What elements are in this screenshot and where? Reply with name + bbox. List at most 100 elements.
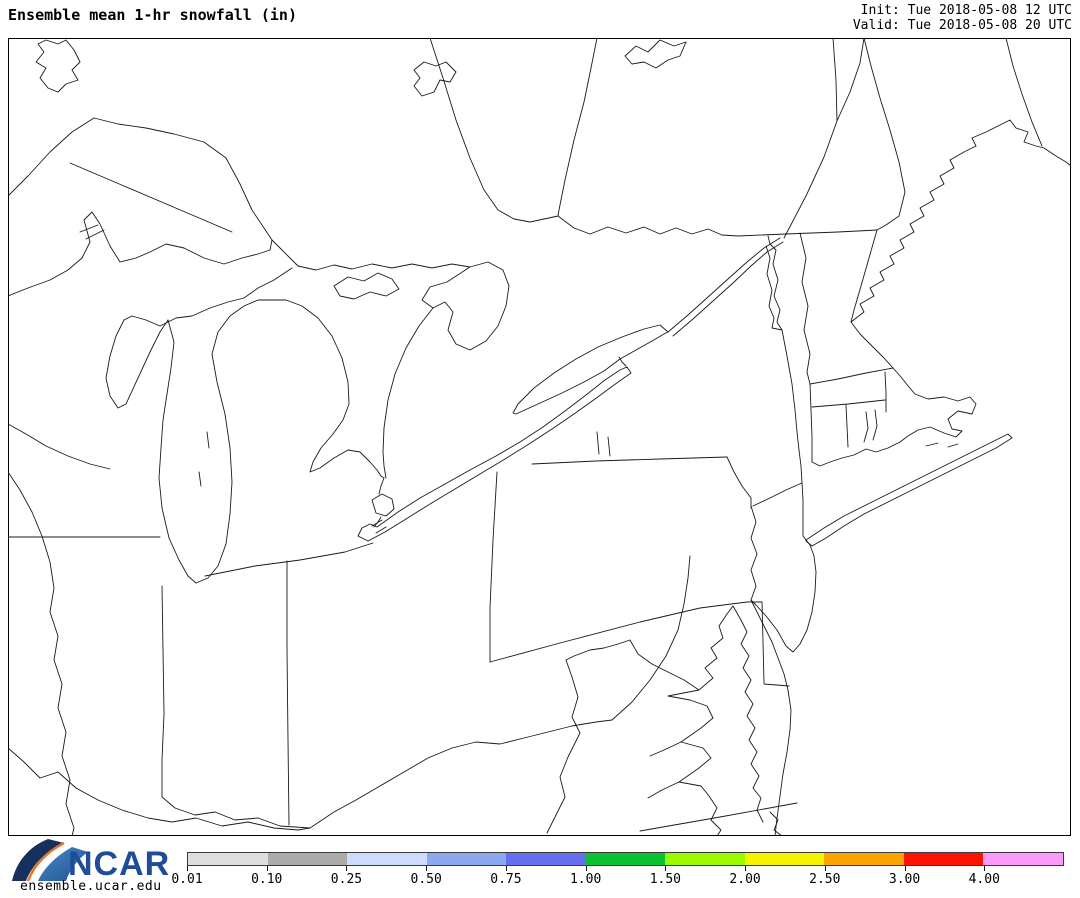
colorbar-tick <box>426 866 428 871</box>
lake-michigan-group <box>105 267 293 584</box>
colorbar-segment-3.00 <box>903 853 984 865</box>
lake-michigan-west-shore <box>158 319 197 584</box>
maine-nh-border <box>850 229 878 323</box>
manitoulin-island <box>333 272 400 300</box>
canada-lakes-north <box>35 39 687 97</box>
colorbar-tick <box>266 866 268 871</box>
st-clair-river <box>378 477 385 495</box>
valid-time-label: Valid: Tue 2018-05-08 20 UTC <box>852 18 1072 33</box>
colorbar-segment-0.01 <box>188 853 268 865</box>
green-bay-shore <box>105 319 169 409</box>
lake-michigan-east-shore <box>195 299 287 584</box>
lake-superior-group <box>8 117 299 297</box>
delaware-river-lower <box>750 505 758 601</box>
ny-ct-border <box>809 383 813 463</box>
lake-superior-shore <box>8 117 273 297</box>
colorbar-segment-1.00 <box>585 853 666 865</box>
isle-royale <box>79 224 105 240</box>
ma-south-border <box>811 399 886 408</box>
colorbar-tick-label: 2.50 <box>809 872 841 887</box>
mi-south-border <box>204 542 374 577</box>
colorbar-segment-0.10 <box>267 853 348 865</box>
ncar-logo: NCAR <box>12 839 170 883</box>
colorbar-tick-label: 1.50 <box>649 872 682 887</box>
delaware-river-upper <box>726 456 752 509</box>
colorbar-tick-label: 2.00 <box>729 872 761 887</box>
colorbar-tick <box>187 866 188 871</box>
il-in-border <box>161 585 311 829</box>
colorbar-tick-label: 4.00 <box>968 872 1000 887</box>
colorbar-tick-label: 0.75 <box>490 872 522 887</box>
init-time-label: Init: Tue 2018-05-08 12 UTC <box>860 3 1072 18</box>
delaware-bay-shore <box>750 599 789 691</box>
quebec-lake-outline <box>624 39 687 69</box>
ncar-logo-text: NCAR <box>68 845 170 883</box>
upper-peninsula-south-shore <box>123 267 293 327</box>
chesapeake-bay-head <box>726 605 742 621</box>
de-west-border <box>761 601 765 684</box>
lake-champlain-west <box>765 245 783 331</box>
colorbar-tick-label: 1.00 <box>569 872 602 887</box>
colorbar-tick <box>585 866 587 871</box>
st-lawrence-river-north-bank <box>667 237 781 333</box>
va-md-eastern-shore-line <box>639 802 798 832</box>
mississippi-river <box>8 471 75 836</box>
narragansett-bay <box>863 409 878 443</box>
colorbar-tick <box>346 866 348 871</box>
lake-champlain-east <box>769 243 783 331</box>
colorbar-segment-0.25 <box>347 853 427 865</box>
ct-ri-border <box>845 404 849 448</box>
colorbar-tick <box>984 866 986 871</box>
map-canvas <box>8 38 1071 836</box>
colorbar-segment-2.00 <box>744 853 825 865</box>
nantucket-islands <box>925 442 959 448</box>
chesapeake-west-shore <box>667 613 728 836</box>
lake-erie-shore <box>357 366 632 542</box>
colorbar-tick <box>505 866 507 871</box>
ottawa-river <box>557 215 739 237</box>
nj-coast <box>750 535 817 653</box>
colorbar-tick <box>824 866 826 871</box>
lake-erie-ontario-group <box>357 324 669 542</box>
lake-nipigon-outline <box>35 39 81 93</box>
st-lawrence-river-south-bank <box>672 241 784 337</box>
colorbar-segment-0.75 <box>506 853 586 865</box>
maine-nb-border <box>1005 38 1043 147</box>
colorbar-tick-label: 0.25 <box>330 872 363 887</box>
st-lawrence-upper <box>783 38 838 239</box>
wv-va-border <box>546 659 581 834</box>
maine-coast <box>850 119 1071 323</box>
nj-north-border <box>752 482 803 507</box>
colorbar-tick-label: 0.01 <box>171 872 203 887</box>
nh-coast <box>850 321 894 369</box>
ri-ma-border <box>884 371 887 413</box>
colorbar-tick <box>904 866 906 871</box>
maine-quebec-border <box>863 38 906 231</box>
st-lawrence-fork <box>836 38 865 122</box>
run-info: Init: Tue 2018-05-08 12 UTC Valid: Tue 2… <box>853 3 1072 33</box>
colorbar-tick-label: 0.10 <box>251 872 283 887</box>
ottawa-river-upper <box>557 38 598 217</box>
ohio-river <box>8 719 613 831</box>
finger-lakes <box>596 431 611 457</box>
delmarva-atlantic-coast <box>774 689 792 836</box>
mid-atlantic-group <box>489 456 817 836</box>
mason-dixon-line <box>489 601 763 663</box>
colorbar-tick <box>665 866 667 871</box>
us-canada-border-45n <box>737 229 878 237</box>
pa-oh-border <box>489 471 498 663</box>
potomac-river <box>565 639 700 691</box>
erie-islands <box>371 519 387 534</box>
st-marys-river <box>271 239 299 267</box>
new-england-group <box>765 38 1071 547</box>
st-lawrence-group <box>429 38 878 337</box>
colorbar-ticks <box>187 866 1064 872</box>
lake-st-clair <box>371 493 395 517</box>
ohio-valley-group <box>8 423 691 836</box>
michigan-inland-lakes <box>198 431 210 487</box>
long-island <box>805 433 1013 547</box>
de-south-border <box>763 683 790 687</box>
huron-east-shore <box>382 307 434 479</box>
colorbar-tick-label: 3.00 <box>888 872 921 887</box>
